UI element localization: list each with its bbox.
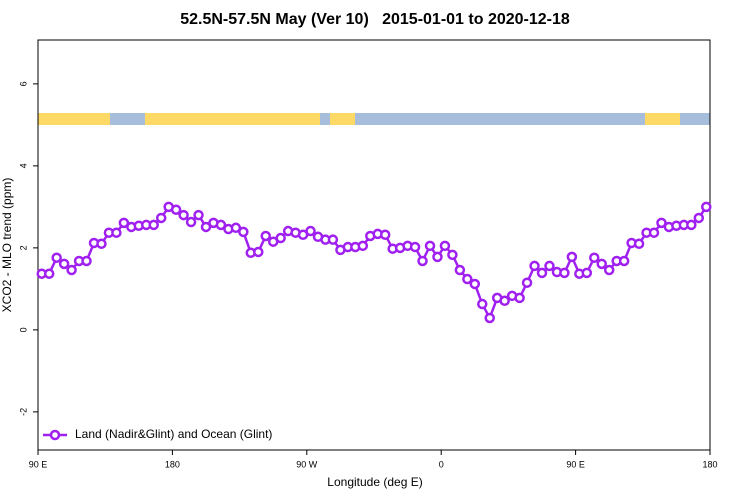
x-tick-label: 90 E: [29, 459, 48, 469]
data-point: [439, 240, 451, 252]
data-point: [43, 268, 55, 279]
x-tick-label: 180: [165, 459, 180, 469]
data-point: [514, 292, 525, 304]
y-tick-label: 4: [18, 163, 28, 168]
data-point: [185, 216, 197, 228]
data-point: [170, 204, 182, 215]
data-point: [51, 252, 62, 263]
data-point: [462, 273, 473, 285]
data-point: [432, 251, 443, 263]
data-point: [596, 258, 607, 270]
data-point: [260, 230, 271, 242]
x-axis-title: Longitude (deg E): [327, 475, 422, 489]
y-tick-label: 2: [18, 245, 28, 250]
legend-label: Land (Nadir&Glint) and Ocean (Glint): [75, 427, 272, 441]
x-tick-label: 180: [702, 459, 717, 469]
data-point: [118, 217, 130, 229]
data-point: [200, 221, 212, 233]
data-point: [215, 219, 227, 231]
data-point: [477, 298, 488, 310]
data-point: [111, 227, 122, 238]
data-point: [424, 240, 436, 252]
data-point: [81, 255, 92, 267]
data-point: [701, 201, 712, 213]
data-point: [633, 238, 645, 250]
data-point: [566, 251, 578, 263]
data-point: [193, 209, 204, 221]
land-ocean-mask: [38, 113, 710, 125]
data-point: [559, 267, 570, 279]
data-point: [238, 226, 249, 238]
data-point: [603, 264, 615, 276]
data-point: [148, 219, 159, 231]
data-point: [357, 240, 369, 252]
data-point: [484, 312, 495, 324]
data-point: [536, 267, 548, 279]
y-axis-title: XCO2 - MLO trend (ppm): [0, 178, 14, 313]
data-point: [581, 267, 593, 279]
data-point: [656, 217, 667, 229]
data-point: [66, 264, 77, 276]
data-point: [454, 264, 466, 276]
data-point: [155, 212, 167, 224]
x-tick-label: 0: [439, 459, 444, 469]
data-point: [529, 260, 540, 272]
data-point: [544, 260, 555, 272]
data-point: [693, 212, 705, 224]
data-point: [618, 255, 630, 267]
data-point: [521, 277, 533, 288]
data-point: [648, 227, 660, 238]
x-tick-label: 90 E: [566, 459, 585, 469]
data-point: [178, 209, 189, 221]
data-point: [230, 222, 242, 234]
chart-title: 52.5N-57.5N May (Ver 10) 2015-01-01 to 2…: [180, 11, 570, 28]
data-point: [417, 255, 428, 267]
y-tick-label: -2: [18, 408, 28, 416]
data-point: [589, 252, 600, 263]
data-point: [499, 295, 510, 307]
data-point: [327, 234, 339, 245]
data-point: [305, 225, 316, 237]
data-point: [379, 229, 391, 240]
y-tick-label: 0: [18, 327, 28, 332]
plot-frame: [37, 39, 711, 451]
data-point: [409, 241, 421, 253]
y-tick-label: 6: [18, 81, 28, 86]
data-point: [58, 258, 70, 270]
x-tick-label: 90 W: [296, 459, 318, 469]
data-point: [686, 219, 697, 231]
legend-swatch-marker: [49, 429, 61, 441]
data-point: [469, 278, 481, 290]
data-point: [447, 249, 458, 261]
data-point: [96, 238, 107, 250]
data-point: [253, 246, 264, 258]
data-point: [275, 232, 286, 244]
